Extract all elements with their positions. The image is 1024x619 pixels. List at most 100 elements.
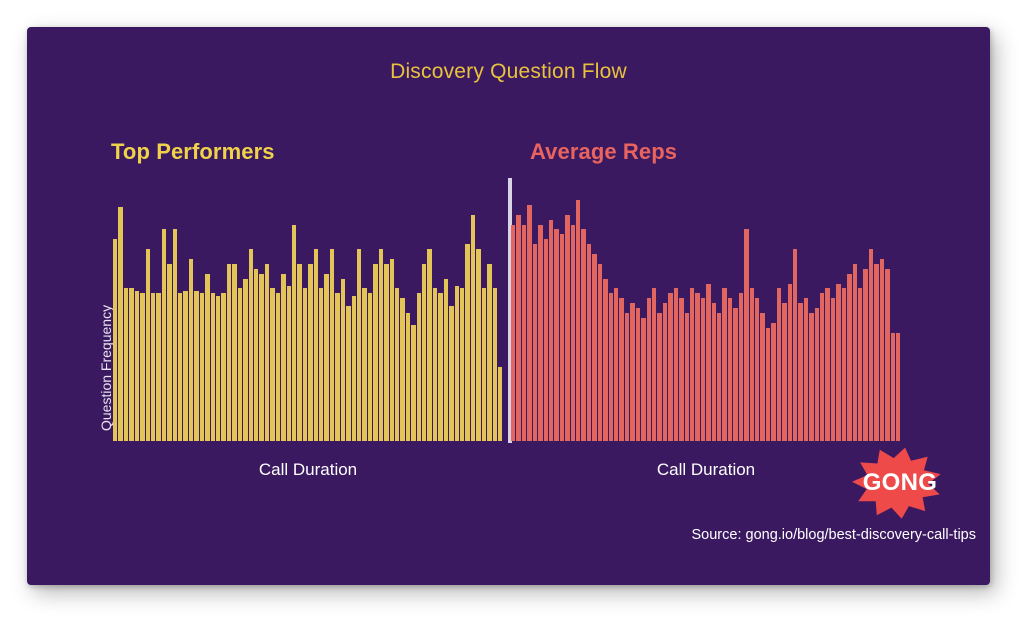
- bar: [809, 313, 815, 441]
- bar: [722, 288, 728, 441]
- bar: [205, 273, 211, 441]
- bar: [470, 214, 477, 441]
- bar: [259, 273, 265, 441]
- bar: [700, 298, 707, 441]
- bar: [885, 268, 891, 441]
- bar: [319, 288, 325, 441]
- bar: [727, 298, 734, 441]
- bar: [711, 303, 718, 441]
- bar: [586, 244, 593, 441]
- bar: [172, 229, 179, 441]
- bar: [438, 293, 444, 441]
- bar: [243, 278, 249, 441]
- bar: [411, 325, 417, 441]
- bar: [603, 278, 609, 441]
- x-axis-label-right: Call Duration: [656, 460, 756, 479]
- bar: [367, 293, 374, 441]
- bar: [559, 234, 566, 441]
- bar: [427, 249, 433, 441]
- bar: [335, 293, 341, 441]
- bar: [443, 278, 450, 441]
- bar: [695, 293, 701, 441]
- bar: [140, 293, 146, 441]
- bar: [576, 199, 582, 441]
- bar: [543, 239, 549, 441]
- bar: [689, 288, 696, 441]
- bar: [129, 288, 135, 441]
- bar: [378, 249, 385, 441]
- bar: [754, 298, 761, 441]
- bar: [706, 283, 712, 441]
- bar: [684, 313, 690, 441]
- bar: [183, 290, 189, 441]
- bar: [749, 288, 755, 441]
- bar-series-top-performers: [113, 195, 504, 441]
- bar: [324, 273, 330, 441]
- bar: [275, 293, 282, 441]
- bar: [744, 229, 750, 441]
- bar: [852, 263, 858, 441]
- plot-top-performers: [113, 195, 504, 441]
- bar: [329, 249, 336, 441]
- bar: [592, 254, 598, 441]
- bar: [868, 249, 875, 441]
- source-caption: Source: gong.io/blog/best-discovery-call…: [691, 527, 977, 543]
- bar: [497, 367, 504, 441]
- panel-label-top-performers: Top Performers: [111, 139, 275, 164]
- bar: [113, 239, 119, 441]
- bar: [858, 288, 864, 441]
- bar: [641, 318, 647, 441]
- bar: [874, 263, 880, 441]
- bar: [760, 313, 766, 441]
- bar: [422, 263, 428, 441]
- bar: [465, 244, 471, 441]
- x-axis-label-left: Call Duration: [258, 460, 358, 479]
- bar: [150, 293, 157, 441]
- bar: [454, 286, 460, 441]
- starburst-icon: [852, 447, 941, 519]
- bar: [216, 295, 222, 441]
- bar: [554, 229, 560, 441]
- bar: [449, 305, 455, 441]
- panel-divider: [508, 178, 512, 443]
- bar: [798, 303, 804, 441]
- bar: [167, 263, 173, 441]
- bar: [362, 288, 368, 441]
- bar: [717, 313, 723, 441]
- bar: [291, 224, 298, 441]
- bar: [830, 298, 837, 441]
- bar: [532, 244, 539, 441]
- bar: [400, 298, 406, 441]
- bar: [492, 288, 498, 441]
- bar: [405, 313, 412, 441]
- bar: [679, 298, 685, 441]
- bar: [597, 263, 604, 441]
- bar: [351, 295, 357, 441]
- bar: [738, 293, 745, 441]
- bar: [624, 313, 631, 441]
- bar: [394, 288, 401, 441]
- bar: [389, 258, 395, 441]
- bar: [614, 288, 620, 441]
- page-title: Discovery Question Flow: [390, 60, 627, 83]
- y-axis-label: Question Frequency: [98, 304, 114, 431]
- bar: [286, 286, 292, 441]
- bar: [657, 313, 663, 441]
- bar: [134, 290, 141, 441]
- bar: [825, 288, 831, 441]
- bar: [313, 249, 320, 441]
- bar: [302, 288, 309, 441]
- bar: [619, 298, 625, 441]
- bar: [630, 303, 636, 441]
- bar: [792, 249, 799, 441]
- bar: [356, 249, 363, 441]
- bar-series-average-reps: [511, 195, 902, 441]
- bar: [847, 273, 853, 441]
- bar: [232, 263, 238, 441]
- bar: [646, 298, 652, 441]
- bar: [221, 293, 227, 441]
- bar: [895, 332, 902, 441]
- bar: [416, 293, 423, 441]
- bar: [281, 273, 287, 441]
